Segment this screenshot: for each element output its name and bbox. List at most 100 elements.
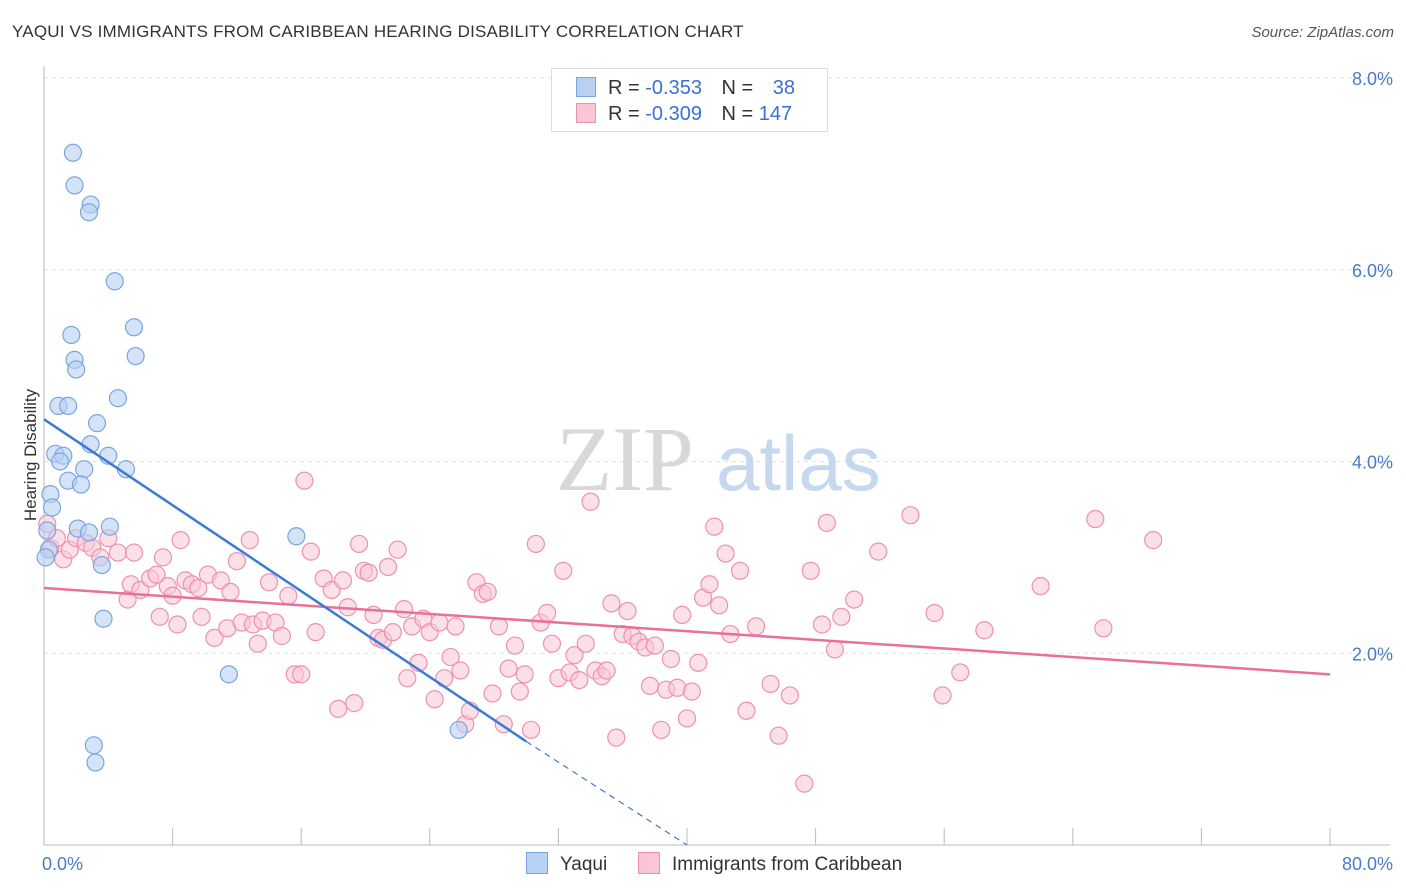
legend-item-caribbean: Immigrants from Caribbean [638, 852, 902, 876]
caribbean-point [677, 709, 697, 728]
caribbean-point [279, 586, 298, 605]
caribbean-point [570, 670, 589, 690]
yaqui-point [126, 346, 145, 366]
caribbean-point [901, 506, 920, 525]
yaqui-point [86, 753, 105, 772]
caribbean-point [747, 617, 766, 636]
legend-label: Immigrants from Caribbean [672, 854, 903, 875]
yaqui-point [71, 475, 91, 494]
caribbean-point [441, 647, 460, 667]
yaqui-point [105, 272, 124, 291]
r-label: R = [608, 77, 640, 99]
y-tick-label: 6.0% [1352, 261, 1393, 281]
watermark: ZIP atlas [556, 408, 881, 510]
caribbean-point [769, 726, 788, 745]
legend-item-yaqui: Yaqui [526, 852, 607, 876]
caribbean-point [730, 561, 750, 580]
caribbean-point [510, 682, 529, 701]
r-value: -0.353 [645, 77, 702, 99]
yaqui-point [65, 176, 84, 195]
caribbean-point [205, 628, 224, 648]
y-tick-label: 2.0% [1352, 644, 1393, 664]
chart-title: YAQUI VS IMMIGRANTS FROM CARIBBEAN HEARI… [12, 22, 744, 41]
caribbean-point [933, 686, 952, 705]
caribbean-point [869, 542, 888, 561]
tick-labels: 2.0% 4.0% 6.0% 8.0% 0.0% 80.0% [42, 69, 1393, 874]
caribbean-point [780, 686, 799, 705]
caribbean-point [521, 720, 541, 740]
yaqui-point [42, 498, 62, 517]
caribbean-point [349, 534, 369, 554]
caribbean-point [554, 561, 573, 580]
caribbean-point [845, 590, 864, 609]
caribbean-point [124, 543, 144, 562]
r-value: -0.309 [645, 103, 702, 125]
caribbean-point [607, 728, 626, 747]
caribbean-point [248, 634, 267, 653]
caribbean-point [975, 621, 994, 640]
watermark-zip: ZIP [556, 408, 694, 510]
yaqui-point [124, 318, 144, 337]
r-label: R = [608, 103, 640, 125]
yaqui-point [87, 414, 107, 433]
caribbean-point [378, 557, 398, 577]
caribbean-point [171, 531, 190, 550]
caribbean-point [489, 617, 509, 636]
series-legend: Yaqui Immigrants from Caribbean [0, 852, 1406, 878]
caribbean-point [227, 552, 246, 571]
yaqui-point [75, 460, 94, 479]
caribbean-point [542, 634, 562, 653]
caribbean-point [801, 561, 820, 580]
source-label: Source: ZipAtlas.com [1251, 24, 1394, 41]
caribbean-point [700, 575, 719, 594]
caribbean-point [147, 565, 166, 584]
caribbean-point [301, 542, 320, 561]
caribbean-trend-line [43, 586, 1331, 676]
caribbean-point [602, 594, 621, 613]
caribbean-point [295, 471, 314, 490]
yaqui-swatch [576, 77, 596, 97]
yaqui-point [50, 452, 70, 471]
caribbean-point [483, 684, 502, 703]
yaqui-point [92, 555, 111, 575]
caribbean-point [737, 701, 756, 720]
caribbean-point [505, 636, 525, 655]
yaqui-point [79, 523, 99, 542]
n-value: 147 [758, 103, 793, 125]
caribbean-point [192, 607, 211, 626]
caribbean-point [329, 699, 348, 718]
y-tick-label: 8.0% [1352, 69, 1393, 89]
grid-lines [44, 77, 1395, 654]
caribbean-point [499, 659, 518, 678]
y-axis-label: Hearing Disability [21, 388, 40, 521]
yaqui-trend-line [43, 418, 527, 743]
caribbean-point [306, 623, 325, 642]
trend-lines [43, 418, 1331, 846]
caribbean-point [825, 640, 844, 659]
caribbean-point [925, 603, 944, 623]
caribbean-point [272, 626, 292, 646]
yaqui-point [449, 720, 468, 740]
yaqui-point [94, 609, 113, 628]
caribbean-point [333, 571, 353, 590]
yaqui-point [219, 665, 238, 684]
caribbean-point [761, 674, 780, 694]
caribbean-point [359, 563, 378, 582]
caribbean-point [1094, 619, 1113, 638]
yaqui-point [62, 325, 81, 345]
caribbean-point [705, 517, 724, 536]
caribbean-points [38, 471, 1163, 793]
caribbean-point [597, 661, 616, 680]
legend-label: Yaqui [560, 854, 608, 875]
caribbean-point [817, 513, 836, 532]
caribbean-point [795, 774, 814, 793]
caribbean-swatch [638, 852, 660, 874]
caribbean-point [1144, 531, 1163, 550]
caribbean-point [168, 615, 187, 634]
caribbean-point [451, 661, 470, 680]
caribbean-point [388, 540, 407, 559]
caribbean-point [345, 694, 364, 713]
caribbean-point [652, 720, 671, 740]
yaqui-point [38, 521, 57, 540]
yaqui-point [67, 360, 86, 379]
